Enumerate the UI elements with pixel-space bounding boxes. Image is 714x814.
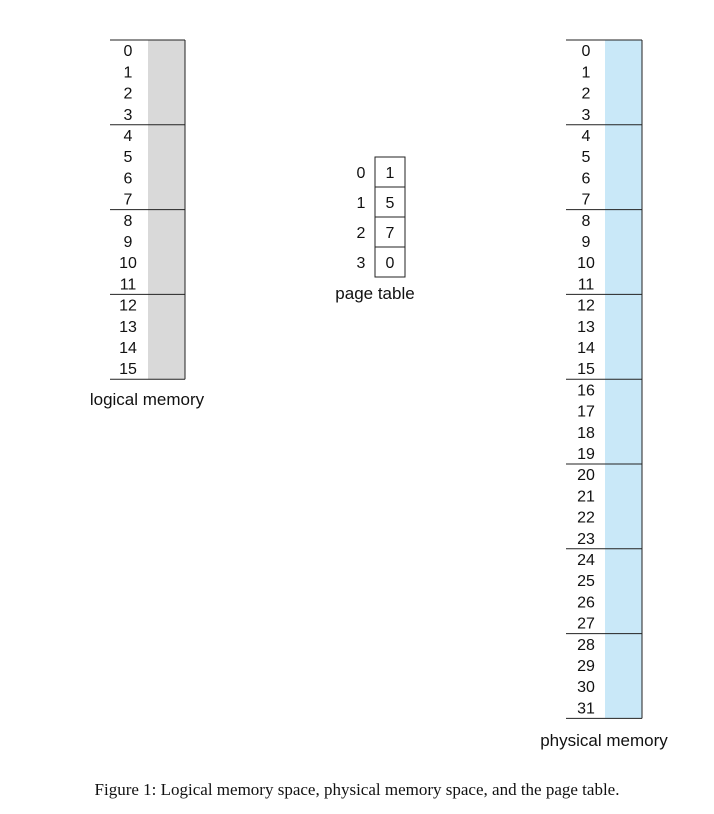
page-table-frame-number: 1 [386, 165, 395, 182]
physical-memory-address: 28 [577, 637, 595, 654]
physical-memory-address: 12 [577, 298, 595, 315]
logical-memory-address: 13 [119, 319, 137, 336]
physical-memory-address: 29 [577, 658, 595, 675]
logical-memory-address: 9 [124, 234, 133, 251]
physical-memory-address: 11 [578, 276, 595, 293]
physical-memory-address: 19 [577, 446, 595, 463]
physical-memory-address: 16 [577, 382, 595, 399]
logical-memory-address: 14 [119, 340, 137, 357]
physical-memory-address: 9 [582, 234, 591, 251]
page-table-index: 1 [357, 195, 366, 212]
logical-memory-address: 7 [124, 192, 133, 209]
physical-memory-address: 3 [582, 107, 591, 124]
page-table-label: page table [335, 284, 414, 303]
page-table-index: 3 [357, 255, 366, 272]
page-table-frame-number: 5 [386, 195, 395, 212]
physical-memory-address: 1 [582, 64, 591, 81]
physical-memory-address: 31 [577, 700, 595, 717]
physical-memory-address: 25 [577, 573, 595, 590]
physical-memory-address: 15 [577, 361, 595, 378]
physical-memory-address: 13 [577, 319, 595, 336]
logical-memory-address: 15 [119, 361, 137, 378]
page-table-index: 0 [357, 165, 366, 182]
physical-memory-address: 27 [577, 616, 595, 633]
physical-memory-label: physical memory [540, 731, 668, 750]
physical-memory-address: 17 [577, 404, 595, 421]
physical-memory-address: 5 [582, 149, 591, 166]
logical-memory-address: 11 [120, 276, 137, 293]
logical-memory-address: 3 [124, 107, 133, 124]
physical-memory-address: 6 [582, 170, 591, 187]
physical-memory-address: 24 [577, 552, 595, 569]
physical-memory-address: 23 [577, 531, 595, 548]
physical-memory: 0123456789101112131415161718192021222324… [566, 39, 643, 719]
page-table: 1 0 5 1 7 2 0 3 [357, 156, 406, 278]
logical-memory-address: 0 [124, 43, 133, 60]
physical-memory-address: 2 [582, 86, 591, 103]
physical-memory-address: 21 [577, 488, 595, 505]
logical-memory-label: logical memory [90, 390, 205, 409]
physical-memory-address: 14 [577, 340, 595, 357]
physical-memory-address: 0 [582, 43, 591, 60]
physical-memory-address: 10 [577, 255, 595, 272]
logical-memory-address: 2 [124, 86, 133, 103]
physical-memory-address: 8 [582, 213, 591, 230]
physical-memory-address: 4 [582, 128, 591, 145]
physical-memory-address: 26 [577, 594, 595, 611]
physical-memory-address: 20 [577, 467, 595, 484]
physical-memory-address: 7 [582, 192, 591, 209]
logical-memory-address: 10 [119, 255, 137, 272]
figure-caption: Figure 1: Logical memory space, physical… [94, 780, 620, 799]
logical-memory-address: 6 [124, 170, 133, 187]
page-table-frame-number: 0 [386, 255, 395, 272]
logical-memory-address: 4 [124, 128, 133, 145]
physical-memory-address: 22 [577, 510, 595, 527]
logical-memory-address: 12 [119, 298, 137, 315]
page-table-cell [374, 246, 406, 278]
physical-memory-address: 30 [577, 679, 595, 696]
logical-memory-address: 8 [124, 213, 133, 230]
logical-memory-address: 5 [124, 149, 133, 166]
logical-memory-address: 1 [124, 64, 133, 81]
page-table-index: 2 [357, 225, 366, 242]
page-table-frame-number: 7 [386, 225, 395, 242]
physical-memory-address: 18 [577, 425, 595, 442]
page-table-cell [374, 156, 406, 188]
